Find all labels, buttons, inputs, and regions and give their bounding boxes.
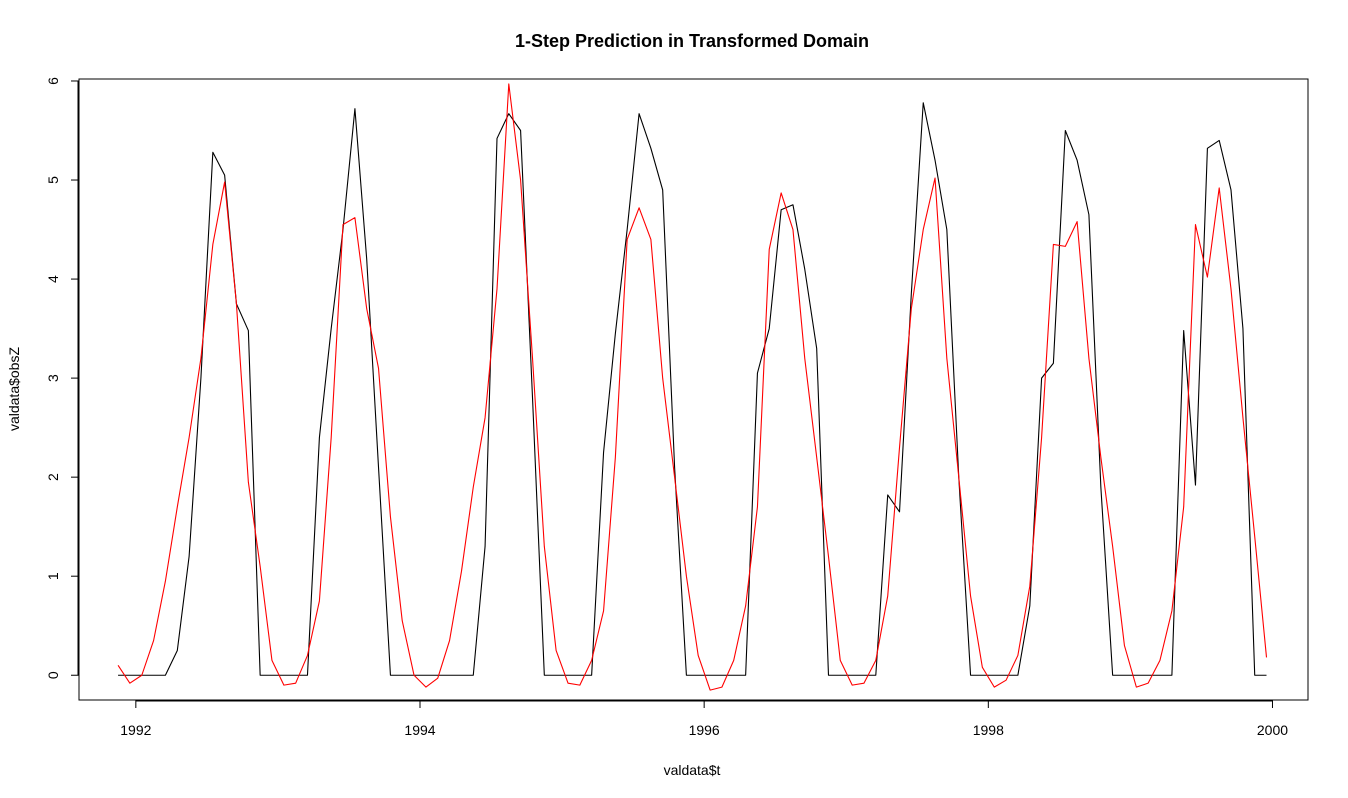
x-tick-label: 1994 bbox=[404, 722, 435, 738]
series-line-2 bbox=[117, 83, 1268, 691]
x-axis-label: valdata$t bbox=[664, 762, 721, 778]
x-tick-label: 2000 bbox=[1257, 722, 1288, 738]
y-tick-label: 4 bbox=[45, 275, 61, 283]
y-tick-label: 5 bbox=[45, 176, 61, 184]
y-tick-label: 0 bbox=[45, 671, 61, 679]
x-tick-label: 1996 bbox=[689, 722, 720, 738]
x-tick-label: 1998 bbox=[973, 722, 1004, 738]
y-tick-label: 1 bbox=[45, 572, 61, 580]
chart-title: 1-Step Prediction in Transformed Domain bbox=[515, 31, 869, 51]
axes: 1992 1994 1996 1998 2000 0 1 2 3 4 5 6 bbox=[45, 77, 1288, 738]
y-tick-label: 6 bbox=[45, 77, 61, 85]
y-tick-label: 2 bbox=[45, 473, 61, 481]
x-tick-label: 1992 bbox=[120, 722, 151, 738]
series-line-1 bbox=[118, 102, 1267, 676]
y-axis-label: valdata$obsZ bbox=[6, 347, 22, 432]
series-lines bbox=[117, 83, 1268, 691]
plot-frame bbox=[78, 78, 1309, 701]
y-tick-label: 3 bbox=[45, 374, 61, 382]
